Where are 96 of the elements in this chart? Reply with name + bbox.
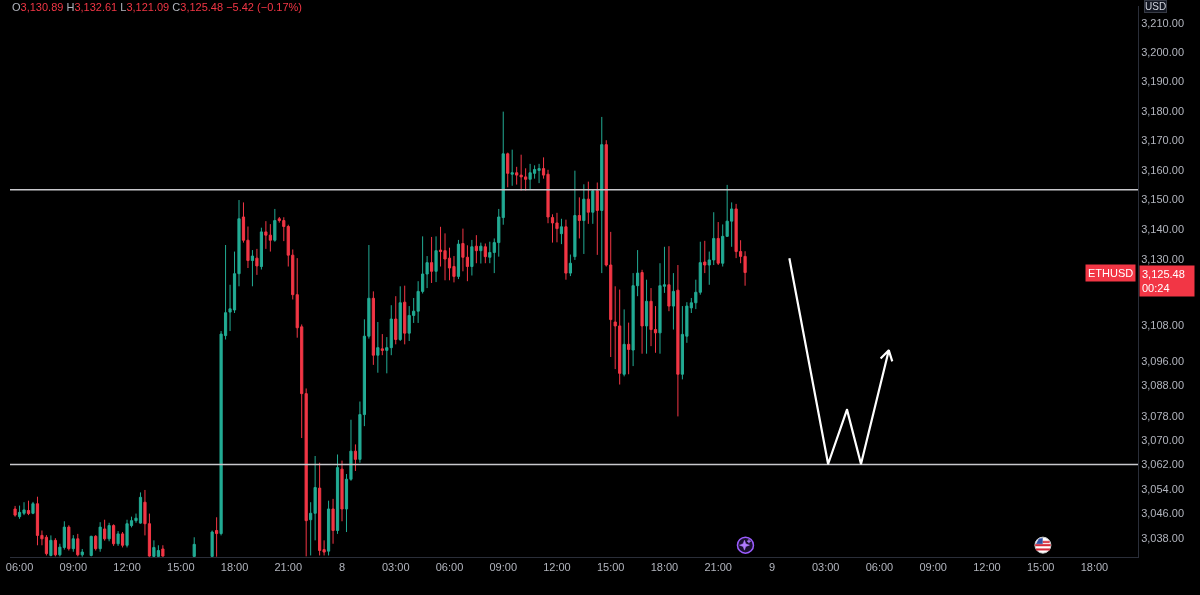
candlestick — [398, 285, 402, 342]
x-tick-label: 03:00 — [381, 561, 410, 574]
candlestick — [591, 188, 595, 225]
candlestick — [331, 498, 335, 545]
candlestick — [264, 220, 268, 250]
candlestick — [640, 269, 644, 355]
candlestick — [537, 163, 541, 184]
y-tick-label: 3,038.00 — [1141, 532, 1185, 545]
candlestick — [528, 163, 532, 190]
y-tick-label: 3,130.00 — [1141, 252, 1185, 265]
candlestick — [434, 235, 438, 283]
candlestick — [403, 285, 407, 345]
candlestick — [340, 460, 344, 522]
y-tick-label: 3,140.00 — [1141, 223, 1185, 236]
candlestick — [380, 333, 384, 356]
candlestick — [273, 208, 277, 243]
y-tick-label: 3,170.00 — [1141, 134, 1185, 147]
y-tick-label: 3,160.00 — [1141, 163, 1185, 176]
candlestick — [564, 219, 568, 281]
candlestick — [250, 249, 255, 287]
candlestick — [318, 462, 322, 556]
y-tick-label: 3,046.00 — [1141, 507, 1185, 520]
y-tick-label: 3,088.00 — [1141, 379, 1185, 392]
candlestick — [510, 149, 514, 187]
y-tick-label: 3,078.00 — [1141, 409, 1185, 422]
candlestick — [429, 236, 434, 284]
candlestick — [519, 154, 523, 192]
candlestick — [210, 530, 214, 557]
candlestick — [255, 248, 259, 276]
x-tick-label: 18:00 — [650, 561, 679, 574]
candlestick — [595, 182, 599, 256]
y-tick-label: 3,096.00 — [1141, 355, 1185, 368]
x-tick-label: 06:00 — [435, 561, 464, 574]
candlestick — [627, 322, 631, 375]
candlestick — [326, 500, 331, 556]
candlestick — [376, 321, 380, 374]
x-tick-label: 18:00 — [220, 561, 249, 574]
x-tick-label: 15:00 — [1026, 561, 1055, 574]
y-tick-label: 3,210.00 — [1141, 16, 1185, 29]
x-tick-label: 9 — [768, 561, 776, 574]
x-tick-label: 21:00 — [704, 561, 732, 574]
candlestick — [555, 212, 559, 243]
x-tick-label: 15:00 — [167, 561, 195, 574]
x-tick-label: 09:00 — [489, 561, 518, 574]
candlestick — [353, 443, 358, 472]
candlestick — [259, 227, 263, 271]
candlestick — [577, 196, 581, 239]
chart-title: O3,130.89 H3,132.61 L3,121.09 C3,125.48 −5.42 (−0.17%) — [12, 0, 303, 13]
y-tick-label: 3,180.00 — [1141, 104, 1185, 117]
x-tick-label: 18:00 — [1080, 561, 1109, 574]
candlestick — [506, 152, 510, 188]
candlestick — [474, 234, 478, 264]
candlestick — [582, 183, 586, 255]
y-tick-label: 3,054.00 — [1141, 482, 1185, 495]
x-tick-label: 06:00 — [5, 561, 34, 574]
x-tick-label: 09:00 — [59, 561, 88, 574]
candlestick — [479, 242, 483, 265]
candlestick — [600, 116, 604, 274]
candlestick — [573, 170, 577, 261]
candlestick — [483, 243, 487, 264]
y-tick-label: 3,200.00 — [1141, 45, 1185, 58]
x-tick-label: 09:00 — [919, 561, 947, 574]
x-tick-label: 8 — [338, 561, 346, 574]
y-tick-label: 3,108.00 — [1141, 318, 1185, 331]
annotation: ETHUSD — [1088, 267, 1134, 279]
candlestick — [215, 516, 219, 557]
y-tick-label: 3,070.00 — [1141, 434, 1185, 446]
candlestick — [394, 295, 398, 345]
x-tick-label: 12:00 — [543, 561, 571, 574]
candlestick — [335, 453, 340, 535]
candlestick — [559, 218, 564, 245]
candlestick — [671, 272, 676, 331]
y-tick-label: 3,190.00 — [1141, 75, 1185, 88]
y-tick-label: 3,062.00 — [1141, 458, 1185, 471]
candlestick — [644, 279, 649, 355]
x-tick-label: 12:00 — [973, 561, 1001, 574]
candlestick — [716, 221, 720, 266]
candlestick — [734, 203, 738, 259]
x-tick-label: 15:00 — [596, 561, 625, 574]
candlestick — [676, 264, 680, 417]
candlestick — [703, 240, 707, 274]
text: 3,125.48 00:24 — [1142, 268, 1185, 295]
candlestick — [667, 245, 671, 312]
candlestick — [622, 308, 626, 377]
x-tick-label: 21:00 — [274, 561, 303, 574]
y-tick-label: 3,150.00 — [1141, 193, 1185, 206]
candlestick — [268, 223, 272, 253]
candlestick — [568, 254, 573, 277]
x-tick-label: 03:00 — [811, 561, 840, 574]
candlestick — [456, 239, 461, 280]
x-tick-label: 12:00 — [113, 561, 141, 574]
candlestick — [470, 239, 474, 276]
candlestick — [586, 181, 590, 225]
candlestick — [371, 290, 375, 366]
x-tick-label: 06:00 — [865, 561, 894, 574]
y-axis-title: USD — [1145, 1, 1167, 12]
